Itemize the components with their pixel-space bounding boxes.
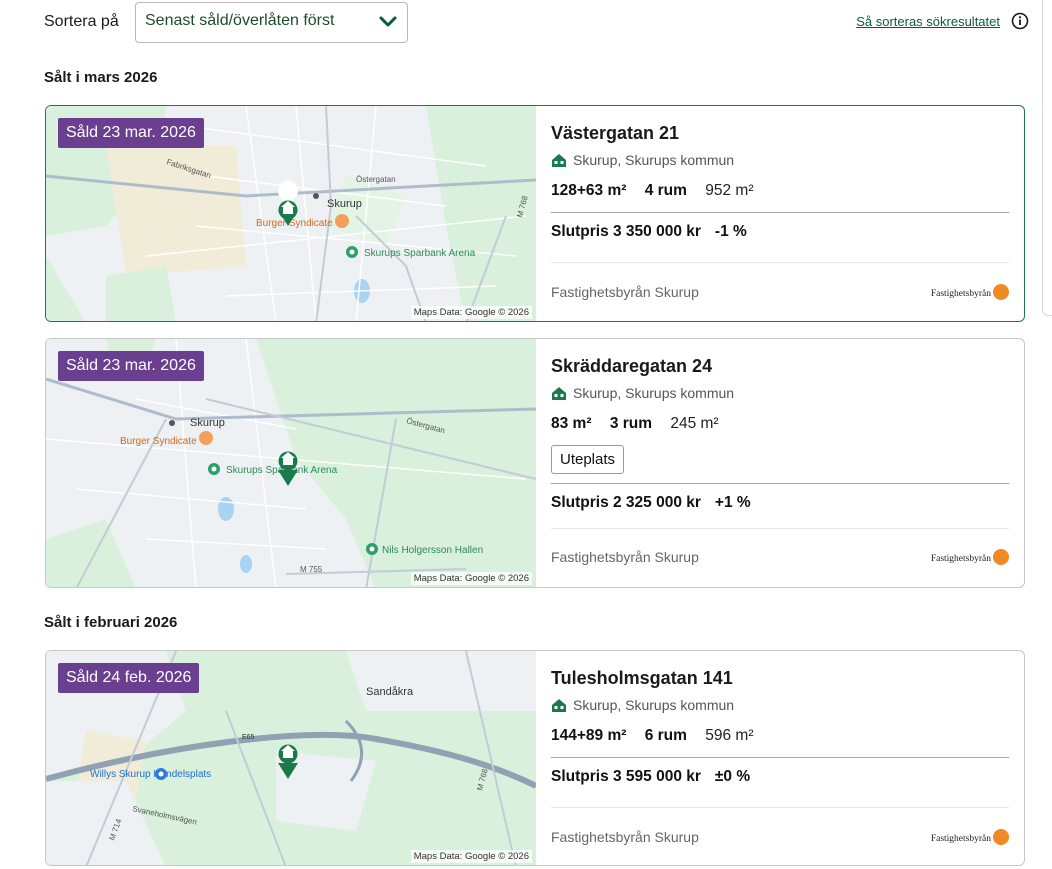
divider	[551, 262, 1009, 263]
house-icon	[552, 387, 566, 400]
location-text: Skurup, Skurups kommun	[573, 697, 735, 713]
rooms: 6 rum	[644, 727, 687, 744]
scroll-panel-edge	[1042, 0, 1052, 316]
plot-area: 952 m²	[705, 182, 754, 199]
plot-area: 245 m²	[670, 415, 719, 432]
sort-select[interactable]: Senast såld/överlåten först	[135, 2, 408, 43]
divider	[551, 528, 1009, 529]
price-change: ±0 %	[714, 768, 751, 785]
price-change: -1 %	[714, 223, 747, 240]
price-value: Slutpris 3 350 000 kr	[551, 223, 701, 240]
map-label: Willys Skurup Handelsplats	[90, 769, 211, 780]
price-value: Slutpris 2 325 000 kr	[551, 494, 701, 511]
listing-location: Skurup, Skurups kommun	[551, 152, 734, 168]
broker-logo-icon	[993, 284, 1009, 300]
divider	[551, 757, 1009, 758]
divider	[551, 483, 1009, 484]
listing-location: Skurup, Skurups kommun	[551, 385, 734, 401]
broker-logo-icon	[993, 829, 1009, 845]
final-price: Slutpris 2 325 000 kr +1 %	[551, 494, 751, 512]
plot-area: 596 m²	[705, 727, 754, 744]
living-area: 83 m²	[551, 415, 592, 432]
sold-date-badge: Såld 23 mar. 2026	[58, 118, 204, 148]
listing-info: Skräddaregatan 24 Skurup, Skurups kommun…	[551, 339, 1009, 587]
listing-card[interactable]: Skurup Burger Syndicate Skurups Sparbank…	[45, 105, 1025, 322]
sort-label: Sortera på	[44, 13, 119, 30]
house-icon	[552, 699, 566, 712]
listing-info: Tulesholmsgatan 141 Skurup, Skurups komm…	[551, 651, 1009, 865]
section-title-march: Sålt i mars 2026	[44, 69, 158, 86]
listing-address[interactable]: Skräddaregatan 24	[551, 356, 713, 376]
feature-tag: Uteplats	[551, 445, 625, 474]
broker-logo: Fastighetsbyrån	[931, 549, 1009, 565]
listing-facts: 83 m² 3 rum 245 m²	[551, 415, 733, 433]
sold-date-badge: Såld 24 feb. 2026	[58, 663, 200, 693]
divider	[551, 212, 1009, 213]
listing-map[interactable]: Skurup Burger Syndicate Skurups Sparbank…	[46, 339, 536, 587]
living-area: 128+63 m²	[551, 182, 627, 199]
map-label: Skurup	[190, 417, 225, 429]
listing-address[interactable]: Västergatan 21	[551, 123, 680, 143]
section-title-february: Sålt i februari 2026	[44, 614, 178, 631]
broker-logo: Fastighetsbyrån	[931, 284, 1009, 300]
map-attribution: Maps Data: Google © 2026	[410, 306, 532, 319]
map-attribution: Maps Data: Google © 2026	[410, 850, 532, 863]
map-label: Östergatan	[356, 175, 396, 184]
listing-facts: 144+89 m² 6 rum 596 m²	[551, 727, 768, 745]
map-label: E65	[242, 734, 255, 741]
sold-date-badge: Såld 23 mar. 2026	[58, 351, 204, 381]
sort-bar: Sortera på Senast såld/överlåten först S…	[44, 2, 1029, 43]
map-label: Nils Holgersson Hallen	[382, 545, 483, 556]
broker-name: Fastighetsbyrån Skurup	[551, 549, 699, 565]
map-label: Skurup	[327, 198, 362, 210]
map-label: Sandåkra	[366, 686, 414, 698]
map-label: Burger Syndicate	[120, 436, 197, 447]
broker-name: Fastighetsbyrån Skurup	[551, 829, 699, 845]
broker-logo-icon	[993, 549, 1009, 565]
map-attribution: Maps Data: Google © 2026	[410, 572, 532, 585]
map-label: Burger Syndicate	[256, 218, 333, 229]
map-label: Skurups Sparbank Arena	[364, 248, 476, 259]
chevron-down-icon	[379, 16, 397, 27]
info-icon[interactable]	[1011, 12, 1029, 30]
listing-location: Skurup, Skurups kommun	[551, 697, 734, 713]
map-label: M 755	[300, 565, 323, 574]
rooms: 3 rum	[609, 415, 653, 432]
final-price: Slutpris 3 595 000 kr ±0 %	[551, 768, 750, 786]
sort-selected-value: Senast såld/överlåten först	[145, 12, 335, 29]
location-text: Skurup, Skurups kommun	[573, 152, 735, 168]
price-value: Slutpris 3 595 000 kr	[551, 768, 701, 785]
living-area: 144+89 m²	[551, 727, 627, 744]
price-change: +1 %	[714, 494, 751, 511]
listing-info: Västergatan 21 Skurup, Skurups kommun 12…	[551, 106, 1009, 321]
rooms: 4 rum	[644, 182, 687, 199]
final-price: Slutpris 3 350 000 kr -1 %	[551, 223, 747, 241]
listing-card[interactable]: Skurup Burger Syndicate Skurups Sparbank…	[45, 338, 1025, 588]
broker-name: Fastighetsbyrån Skurup	[551, 284, 699, 300]
broker-logo: Fastighetsbyrån	[931, 829, 1009, 845]
divider	[551, 807, 1009, 808]
listing-map[interactable]: Skurup Burger Syndicate Skurups Sparbank…	[46, 106, 536, 321]
listing-card[interactable]: Sandåkra Willys Skurup Handelsplats E65 …	[45, 650, 1025, 866]
location-text: Skurup, Skurups kommun	[573, 385, 735, 401]
listing-address[interactable]: Tulesholmsgatan 141	[551, 668, 733, 688]
sort-help-link[interactable]: Så sorteras sökresultatet	[856, 14, 1000, 29]
house-icon	[552, 154, 566, 167]
listing-facts: 128+63 m² 4 rum 952 m²	[551, 182, 768, 200]
listing-map[interactable]: Sandåkra Willys Skurup Handelsplats E65 …	[46, 651, 536, 865]
